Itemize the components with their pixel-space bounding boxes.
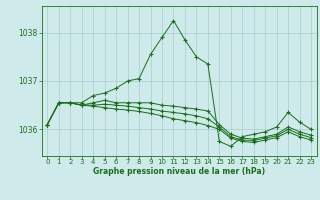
X-axis label: Graphe pression niveau de la mer (hPa): Graphe pression niveau de la mer (hPa): [93, 167, 265, 176]
